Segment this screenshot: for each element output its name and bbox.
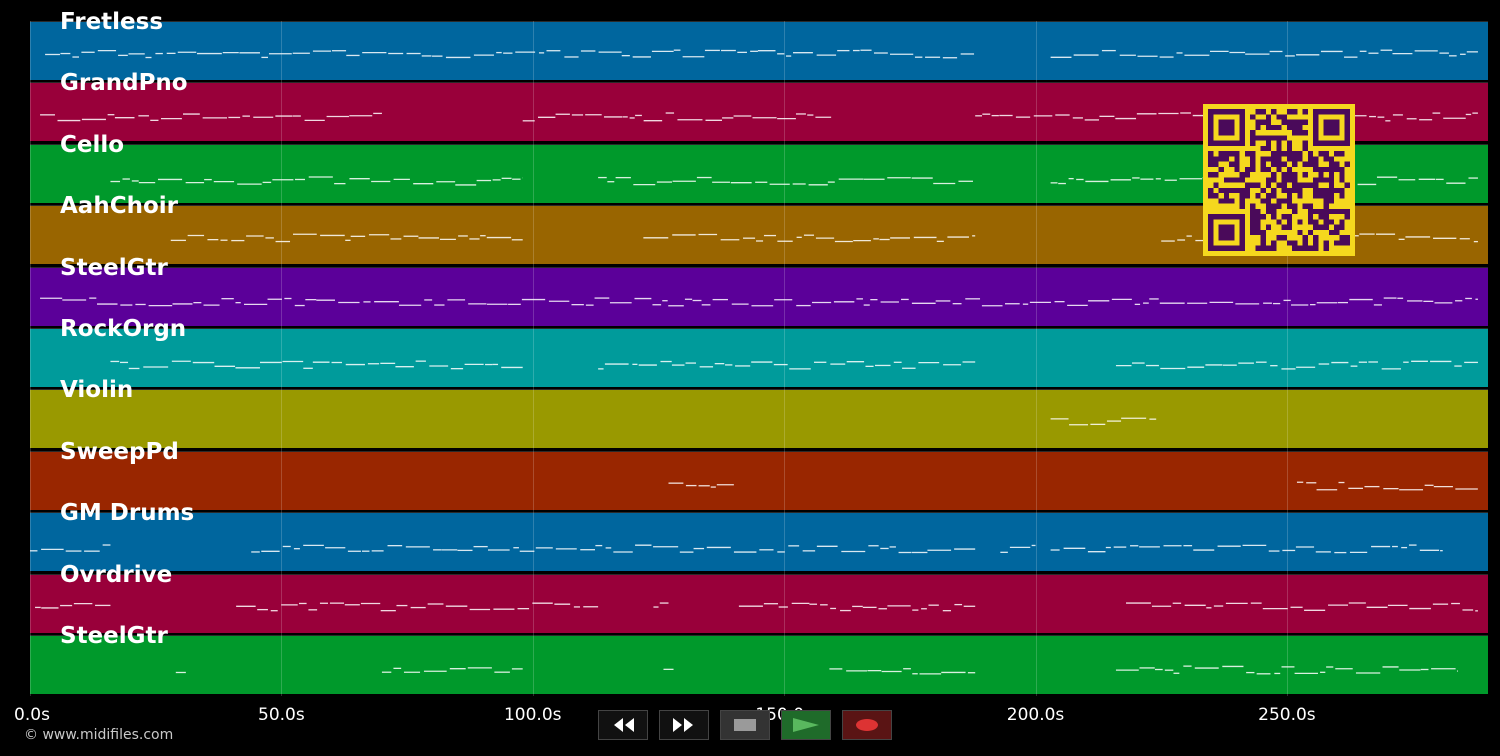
track-label: Violin <box>60 377 134 404</box>
gridline <box>784 21 786 696</box>
gridline <box>1035 21 1037 696</box>
track-8[interactable]: SweepPd <box>30 439 1488 510</box>
track-label: GM Drums <box>60 500 195 527</box>
track-9[interactable]: GM Drums <box>30 500 1488 572</box>
gridline <box>532 21 534 696</box>
track-10[interactable]: Ovrdrive <box>30 562 1488 633</box>
gridline <box>281 21 283 696</box>
note-lines <box>1050 417 1157 426</box>
tick-label: 250.0s <box>1258 705 1316 725</box>
tick-label: 50.0s <box>258 705 305 725</box>
track-1[interactable]: Fretless <box>30 9 1488 80</box>
track-label: GrandPno <box>60 70 188 97</box>
track-label: SteelGtr <box>60 254 168 281</box>
track-label: SweepPd <box>60 438 179 465</box>
track-label: RockOrgn <box>60 316 187 342</box>
track-7[interactable]: Violin <box>30 377 1488 449</box>
track-label: Cello <box>60 131 125 158</box>
note-lines <box>45 49 1478 59</box>
track-11[interactable]: SteelGtr <box>30 623 1488 694</box>
qr-code <box>1203 104 1355 256</box>
note-lines <box>668 481 1478 491</box>
note-lines <box>110 360 1478 370</box>
stop-icon <box>730 716 760 734</box>
note-lines <box>40 297 1478 307</box>
gridline <box>30 21 31 696</box>
play-button[interactable] <box>781 710 831 740</box>
record-icon <box>852 716 882 734</box>
note-lines <box>30 544 1443 554</box>
track-label: Ovrdrive <box>60 561 173 588</box>
transport-controls <box>598 710 902 740</box>
tick-label: 100.0s <box>503 705 562 725</box>
note-lines <box>175 665 1458 675</box>
note-lines <box>110 176 1478 186</box>
tick-label: 200.0s <box>1006 705 1065 725</box>
track-label: SteelGtr <box>60 623 168 649</box>
play-icon <box>791 716 821 734</box>
track-5[interactable]: SteelGtr <box>30 255 1488 326</box>
stop-button[interactable] <box>720 710 770 740</box>
track-label: Fretless <box>60 9 164 35</box>
track-4[interactable]: AahChoir <box>30 193 1488 265</box>
rewind-icon <box>608 716 638 734</box>
note-lines <box>35 601 1478 612</box>
fast-forward-button[interactable] <box>659 710 709 740</box>
rewind-button[interactable] <box>598 710 648 740</box>
record-button[interactable] <box>842 710 892 740</box>
fast-forward-icon <box>669 716 699 734</box>
copyright-text: © www.midifiles.com <box>24 727 174 743</box>
tick-label: 0.0s <box>14 705 50 725</box>
track-6[interactable]: RockOrgn <box>30 316 1488 387</box>
gridline <box>1286 21 1288 696</box>
track-label: AahChoir <box>60 193 178 220</box>
